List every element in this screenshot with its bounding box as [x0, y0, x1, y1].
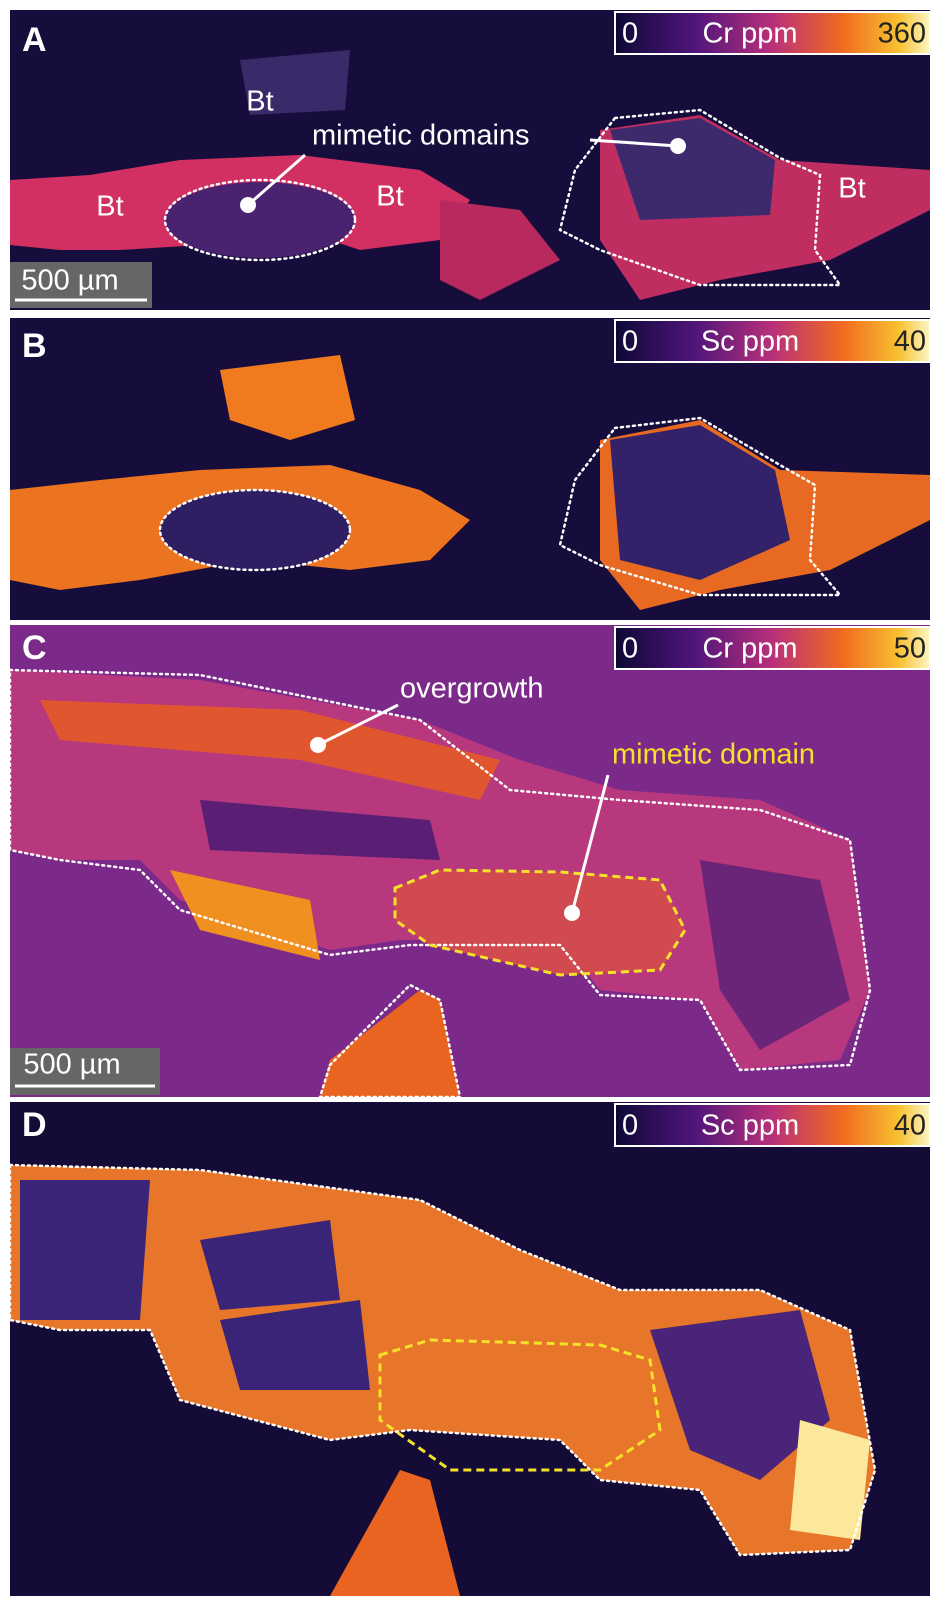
panel-label: B	[22, 327, 47, 365]
annotation: Bt	[246, 86, 273, 118]
colorbar-title: Cr ppm	[702, 18, 797, 50]
annotation: mimetic domain	[612, 739, 815, 771]
colorbar-min: 0	[622, 633, 638, 665]
panel-label: A	[22, 21, 47, 59]
colorbar-min: 0	[622, 1110, 638, 1142]
leader-dot	[670, 138, 686, 154]
colorbar-title: Sc ppm	[701, 326, 799, 358]
annotation: overgrowth	[400, 673, 543, 705]
annotation: Bt	[376, 181, 403, 213]
grain	[20, 1180, 150, 1320]
annotation: Bt	[838, 173, 865, 205]
panel-d: D 0 Sc ppm 40	[10, 1102, 930, 1596]
colorbar-max: 40	[894, 1110, 926, 1142]
colorbar-max: 360	[878, 18, 926, 50]
panel-label: D	[22, 1106, 47, 1144]
leader-dot	[310, 737, 326, 753]
leader-dot	[240, 197, 256, 213]
colorbar-max: 40	[894, 326, 926, 358]
colorbar-min: 0	[622, 18, 638, 50]
colorbar-title: Cr ppm	[702, 633, 797, 665]
panel-b: B 0 Sc ppm 40	[10, 318, 930, 620]
colorbar-max: 50	[894, 633, 926, 665]
leader-dot	[564, 905, 580, 921]
scale-bar-label: 500 µm	[23, 1049, 120, 1081]
scale-bar-label: 500 µm	[21, 265, 118, 297]
panel-c: C 0 Cr ppm 50 overgrowth mimetic domain …	[10, 625, 930, 1097]
colorbar-min: 0	[622, 326, 638, 358]
figure: A 0 Cr ppm 360 Bt Bt Bt Bt mimetic domai…	[0, 0, 940, 1606]
colorbar-title: Sc ppm	[701, 1110, 799, 1142]
panel-a: A 0 Cr ppm 360 Bt Bt Bt Bt mimetic domai…	[10, 10, 930, 310]
panel-label: C	[22, 629, 47, 667]
annotation: Bt	[96, 191, 123, 223]
annotation: mimetic domains	[312, 120, 530, 152]
